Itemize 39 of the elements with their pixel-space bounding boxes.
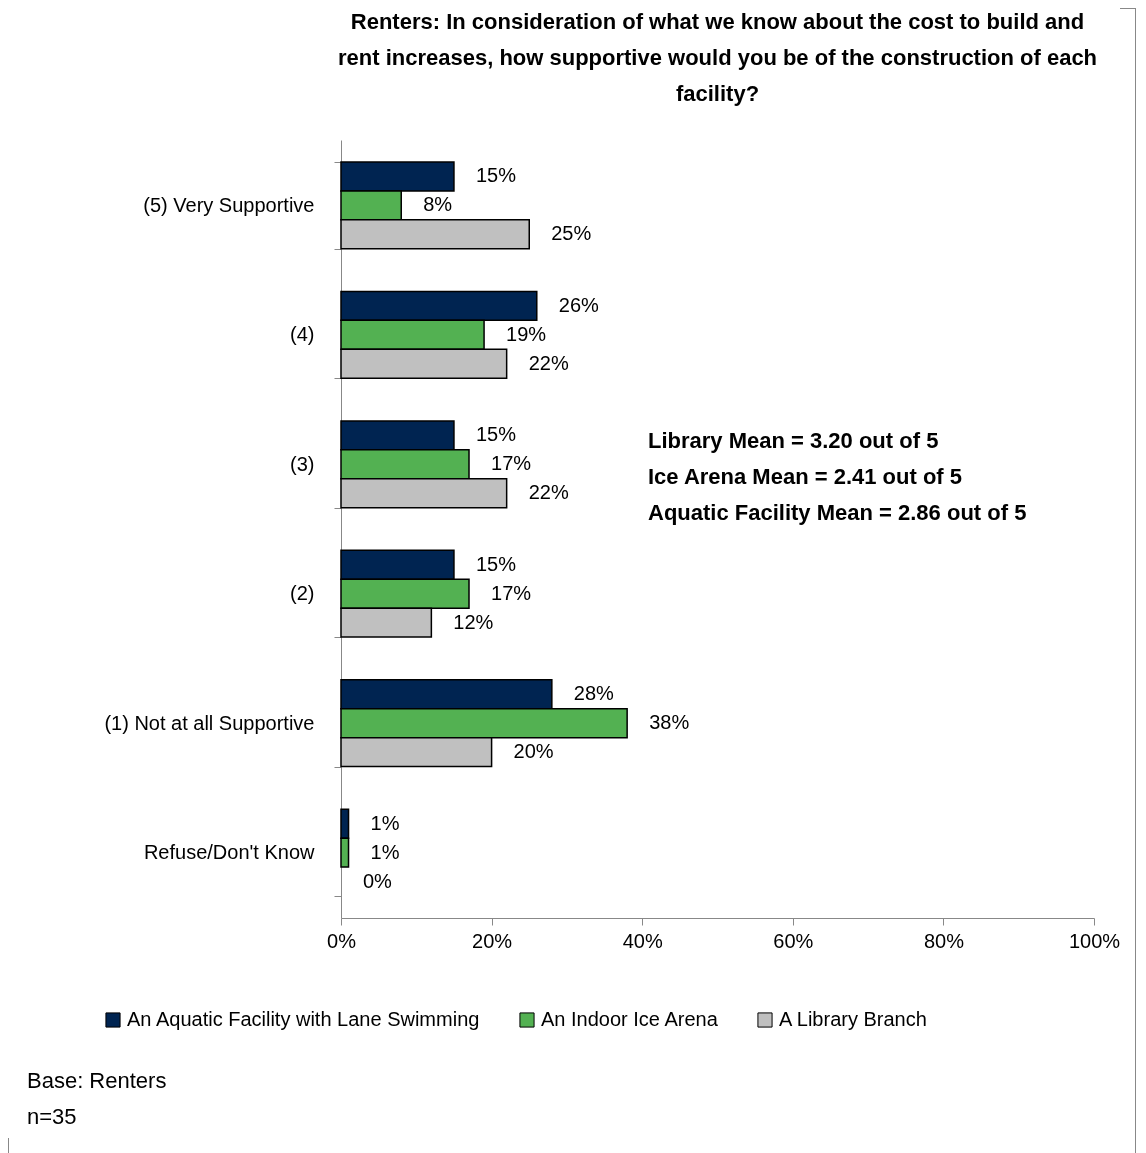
x-tick-label: 60% (773, 929, 814, 952)
text: 38% (649, 711, 690, 734)
chart-title: Renters: In consideration of what we know about the cost to build and rent increases, how supportive would you be of the construction of each facility? (337, 9, 1098, 106)
x-tick-label: 80% (923, 929, 965, 952)
text: 15% (475, 552, 516, 575)
text: 22% (528, 351, 569, 374)
y-tick-label: (1) Not at all Supportive (104, 711, 315, 734)
x-tick-label: 0% (327, 929, 357, 952)
annotation: Library Mean = 3.20 out of 5 (648, 428, 939, 453)
x-tick-label: 20% (472, 929, 513, 952)
text: 8% (423, 193, 453, 216)
text: 25% (551, 222, 592, 245)
text: Base: Renters (27, 1068, 167, 1093)
text: 1% (370, 811, 400, 834)
y-tick-label: (3) (290, 452, 315, 475)
y-tick-label: Refuse/Don't Know (143, 841, 316, 864)
legend-label: A Library Branch (779, 1008, 927, 1030)
annotation: Aquatic Facility Mean = 2.86 out of 5 (648, 500, 1027, 525)
text: 22% (528, 481, 569, 504)
y-tick-label: (2) (290, 582, 315, 605)
text: 26% (558, 293, 599, 316)
text: 17% (491, 452, 532, 475)
text: 15% (475, 164, 516, 187)
x-tick-label: 100% (1068, 929, 1121, 952)
text: n=35 (27, 1104, 77, 1129)
text: 28% (573, 682, 614, 705)
legend-label: An Aquatic Facility with Lane Swimming (127, 1008, 480, 1030)
y-tick-label: (5) Very Supportive (143, 193, 315, 216)
legend-label: An Indoor Ice Arena (541, 1008, 719, 1030)
x-tick-label: 40% (622, 929, 663, 952)
y-tick-label: (4) (290, 323, 315, 346)
text: 0% (363, 869, 392, 892)
text: 12% (453, 610, 494, 633)
text: 19% (506, 322, 547, 345)
text: 20% (513, 740, 554, 763)
annotation: Ice Arena Mean = 2.41 out of 5 (648, 464, 963, 489)
text: 17% (491, 581, 532, 604)
text: 1% (370, 840, 400, 863)
text: 15% (475, 423, 516, 446)
